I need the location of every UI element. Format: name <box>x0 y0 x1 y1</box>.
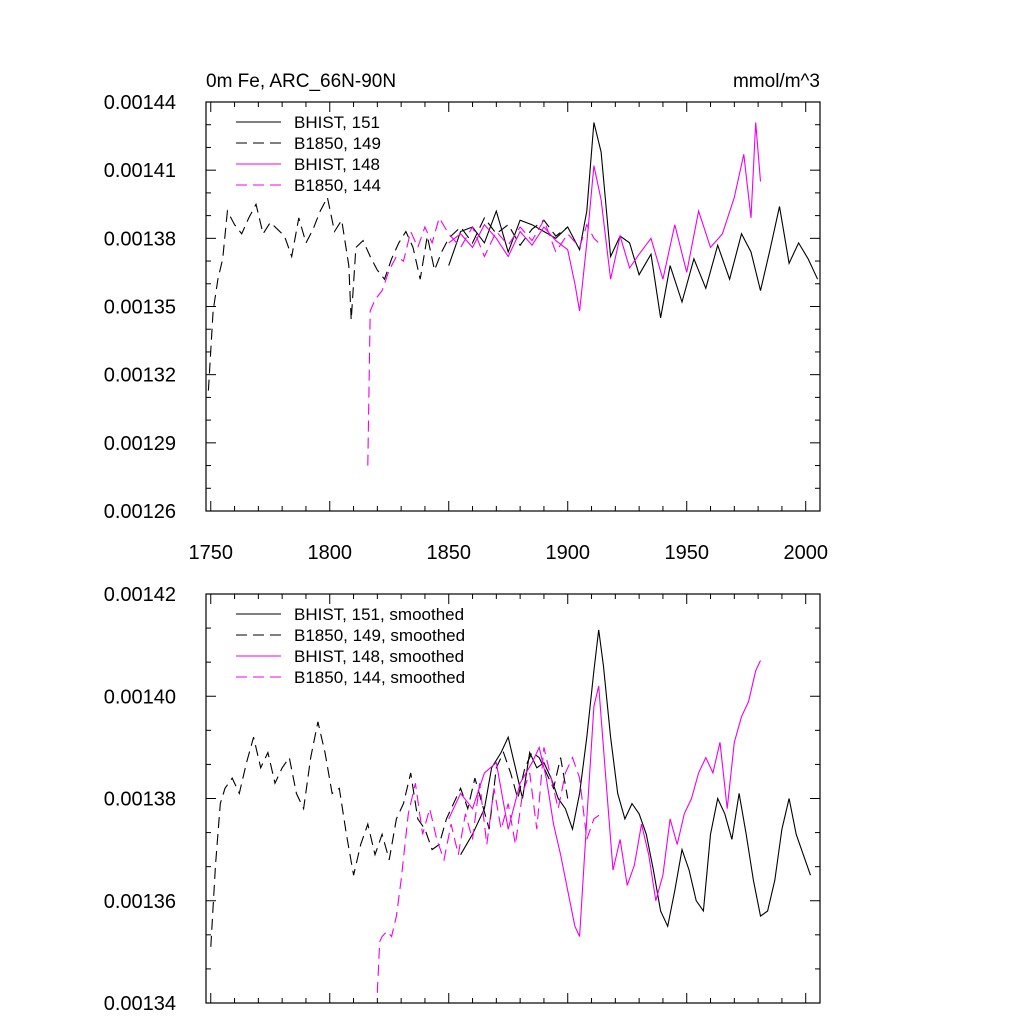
x-tick-label: 1950 <box>664 542 709 564</box>
series-line-bhist-148 <box>448 122 762 312</box>
series-line-b1850-149-smoothed <box>210 721 569 947</box>
x-tick-label: 2000 <box>783 542 828 564</box>
series-line-b1850-144-smoothed <box>376 747 602 993</box>
series-line-b1850-149 <box>207 195 569 391</box>
y-tick-label: 0.00144 <box>104 92 176 114</box>
series-line-bhist-148-smoothed <box>448 660 761 937</box>
x-tick-label: 1900 <box>545 542 590 564</box>
y-tick-label: 0.00138 <box>104 789 176 811</box>
y-tick-label: 0.00134 <box>104 993 176 1015</box>
legend-label: BHIST, 148, smoothed <box>294 647 464 666</box>
legend-label: B1850, 144, smoothed <box>294 668 465 687</box>
x-tick-label: 1850 <box>426 542 471 564</box>
y-tick-label: 0.00126 <box>104 501 176 523</box>
y-tick-label: 0.00140 <box>104 686 176 708</box>
y-tick-label: 0.00138 <box>104 228 176 250</box>
series-line-bhist-151 <box>448 122 819 318</box>
y-tick-label: 0.00132 <box>104 365 176 387</box>
units-label: mmol/m^3 <box>733 71 820 92</box>
bottom-panel: 0.00134 0.00136 0.00138 0.00140 0.00142 BHIST… <box>104 584 821 1015</box>
y-tick-label: 0.00129 <box>104 433 176 455</box>
legend-label: BHIST, 151, smoothed <box>294 605 464 624</box>
top-panel: 0m Fe, ARC_66N-90N mmol/m^3 0.00126 0.001… <box>104 71 828 564</box>
legend-label: BHIST, 151 <box>294 113 380 132</box>
x-tick-label: 1800 <box>308 542 353 564</box>
panel-title: 0m Fe, ARC_66N-90N <box>206 71 396 92</box>
legend-label: BHIST, 148 <box>294 155 380 174</box>
legend-label: B1850, 144 <box>294 176 381 195</box>
series-line-bhist-151-smoothed <box>460 629 812 929</box>
legend-label: B1850, 149, smoothed <box>294 626 465 645</box>
series-line-b1850-144 <box>367 216 602 466</box>
y-tick-label: 0.00142 <box>104 584 176 606</box>
legend-label: B1850, 149 <box>294 134 381 153</box>
y-tick-label: 0.00141 <box>104 160 176 182</box>
y-tick-label: 0.00136 <box>104 891 176 913</box>
x-tick-label: 1750 <box>189 542 234 564</box>
y-tick-label: 0.00135 <box>104 297 176 319</box>
